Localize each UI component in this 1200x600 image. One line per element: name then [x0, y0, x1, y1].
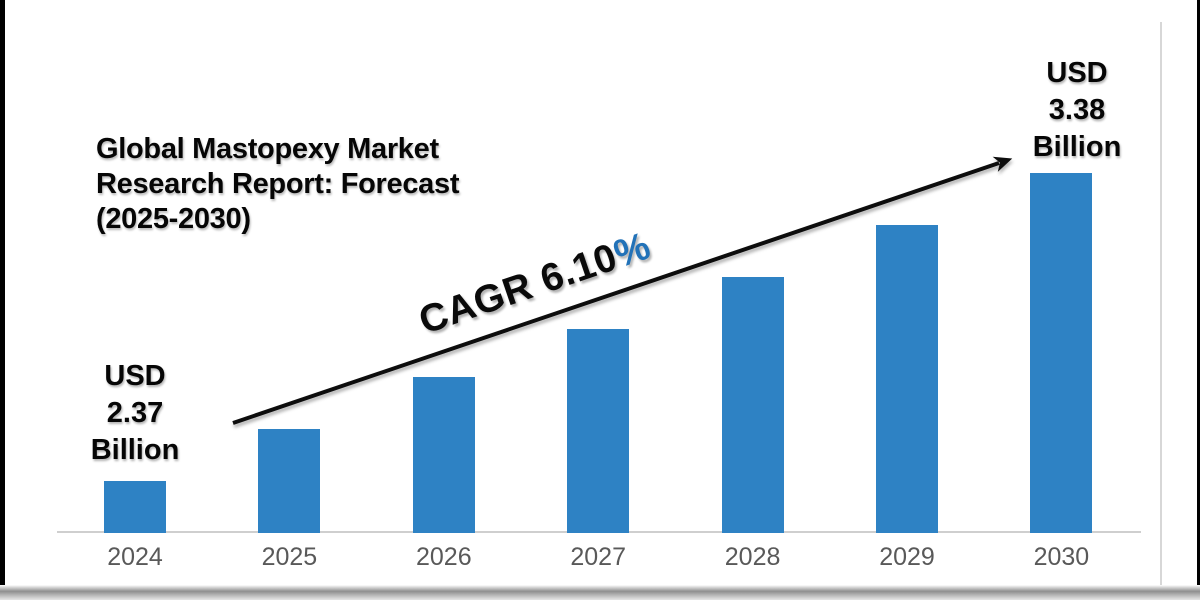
left-border: [0, 0, 5, 600]
end-label-amount: 3.38: [1048, 94, 1106, 126]
end-label-unit: Billion: [1032, 131, 1122, 163]
bar-2025: [258, 429, 321, 533]
x-tick-label-2027: 2027: [570, 543, 626, 571]
bar-2027: [567, 329, 630, 533]
bar-2030: [1030, 173, 1093, 533]
right-border: [1197, 0, 1200, 600]
bar-2024: [104, 481, 166, 533]
x-tick-label-2028: 2028: [724, 543, 781, 571]
title-line-3: (2025-2030): [96, 203, 251, 235]
bottom-shadow: [0, 585, 1200, 600]
bar-2028: [721, 277, 784, 533]
bar-2026: [412, 377, 475, 533]
start-label-amount: 2.37: [106, 397, 164, 429]
start-label-unit: Billion: [90, 434, 180, 466]
card-right-edge: [1160, 22, 1162, 586]
x-tick-label-2029: 2029: [879, 543, 935, 571]
end-label-currency: USD: [1046, 57, 1108, 89]
start-value-label: USD 2.37 Billion: [35, 358, 235, 469]
x-tick-label-2030: 2030: [1033, 543, 1090, 571]
title-line-2: Research Report: Forecast: [96, 168, 460, 200]
end-value-label: USD 3.38 Billion: [977, 55, 1177, 166]
bar-2029: [876, 225, 938, 533]
x-tick-label-2026: 2026: [415, 543, 472, 571]
chart-title: Global Mastopexy Market Research Report:…: [96, 132, 459, 237]
start-label-currency: USD: [104, 360, 166, 392]
title-line-1: Global Mastopexy Market: [96, 133, 439, 165]
x-tick-label-2025: 2025: [261, 543, 318, 571]
x-tick-label-2024: 2024: [107, 543, 163, 571]
